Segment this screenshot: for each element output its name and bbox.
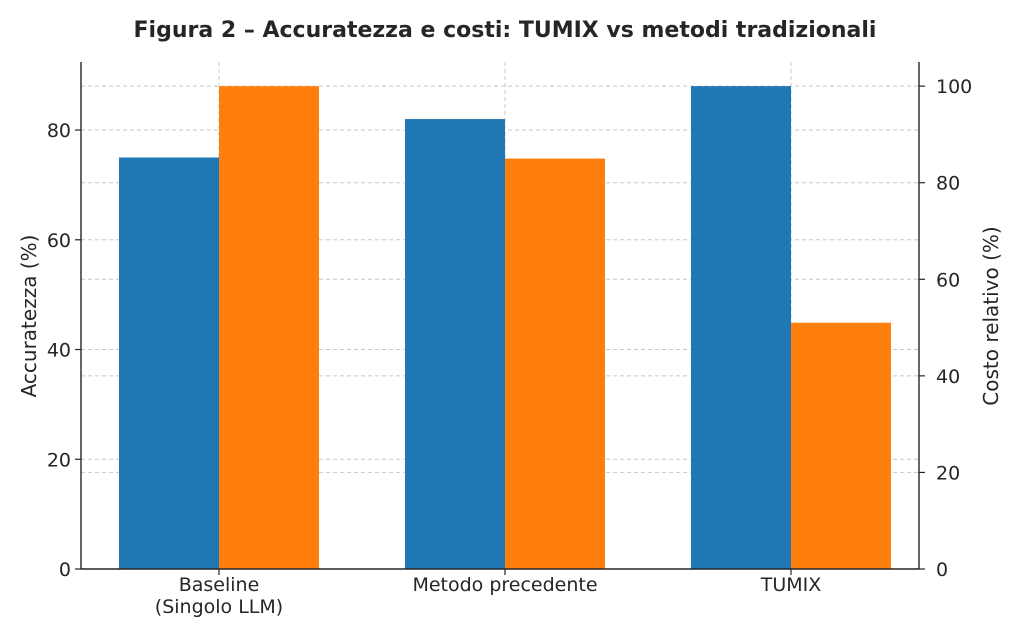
y2-tick-label: 20 <box>936 462 960 484</box>
x-tick-label: Baseline (Singolo LLM) <box>155 574 283 618</box>
y-axis-label: Accuratezza (%) <box>17 235 41 398</box>
bar <box>405 119 505 569</box>
x-tick-label-line: Metodo precedente <box>412 574 597 596</box>
y2-tick-label: 40 <box>936 366 960 388</box>
bar <box>691 86 791 570</box>
y-tick-label: 60 <box>47 230 71 252</box>
y2-tick-label: 80 <box>936 173 960 195</box>
y2-tick-label: 60 <box>936 269 960 291</box>
x-tick-label: TUMIX <box>760 574 822 596</box>
y-tick-label: 40 <box>47 340 71 362</box>
y-tick-label: 0 <box>59 559 71 581</box>
y-tick-label: 80 <box>47 120 71 142</box>
bar <box>219 86 319 570</box>
y-tick-label: 20 <box>47 449 71 471</box>
x-tick-label-line: Baseline <box>179 574 260 596</box>
x-tick-label-line: TUMIX <box>760 574 822 596</box>
chart-title: Figura 2 – Accuratezza e costi: TUMIX vs… <box>134 18 877 43</box>
bar-layer <box>119 86 891 570</box>
x-tick-label: Metodo precedente <box>412 574 597 596</box>
bar <box>119 157 219 569</box>
x-tick-label-line: (Singolo LLM) <box>155 596 283 618</box>
y2-tick-label: 0 <box>936 559 948 581</box>
y2-tick-label: 100 <box>936 76 972 98</box>
y2-axis-label: Costo relativo (%) <box>979 226 1003 405</box>
bar <box>505 158 605 570</box>
bar <box>791 322 891 569</box>
axis-layer: 0 20 40 60 80 0 20 40 60 80 100 Baseline (Singolo LL… <box>47 62 972 618</box>
